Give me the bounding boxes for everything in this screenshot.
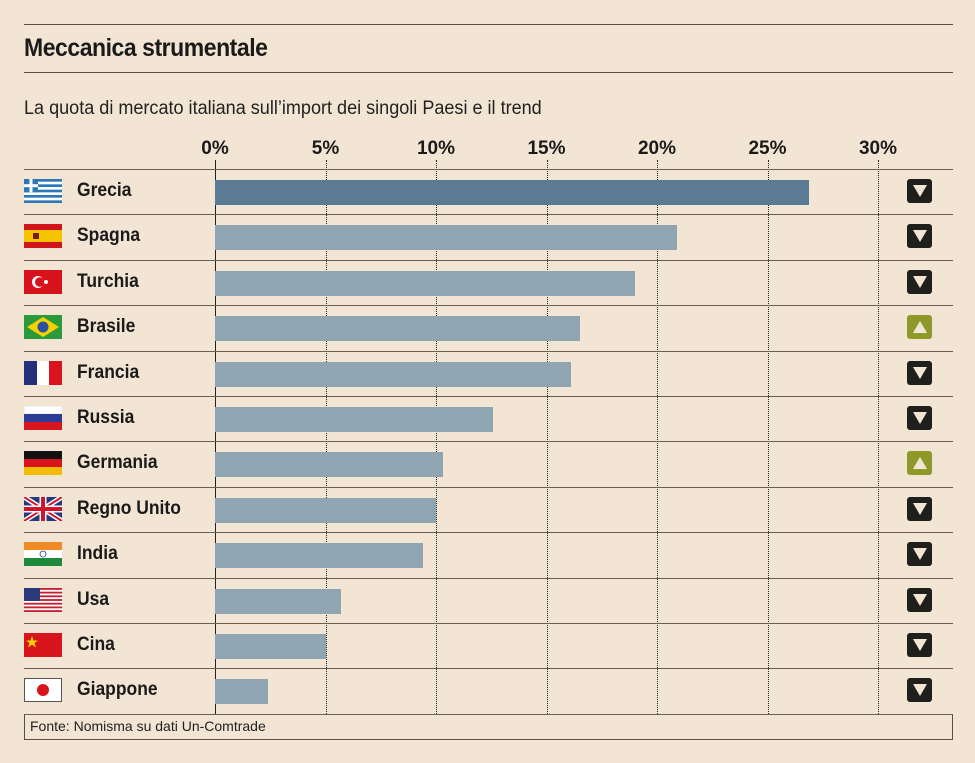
bar-regno-unito (215, 498, 436, 523)
trend-down-icon (907, 497, 932, 521)
bar-india (215, 543, 423, 568)
japan-flag (24, 678, 62, 702)
bar-germania (215, 452, 443, 477)
trend-down-icon (907, 633, 932, 657)
row-divider (24, 714, 953, 715)
row-divider (24, 351, 953, 352)
trend-down-icon (907, 224, 932, 248)
country-label: Grecia (77, 180, 132, 201)
trend-down-icon (907, 678, 932, 702)
germany-flag (24, 451, 62, 475)
trend-down-icon (907, 361, 932, 385)
country-label: Turchia (77, 271, 139, 292)
row-divider (24, 487, 953, 488)
trend-down-icon (907, 588, 932, 612)
gridline (767, 160, 769, 714)
country-label: Regno Unito (77, 498, 181, 519)
gridline (657, 160, 658, 714)
tick-label: 0% (201, 138, 229, 159)
bar-usa (215, 589, 341, 614)
row-divider (24, 578, 953, 579)
tick-label: 5% (311, 138, 340, 159)
brazil-flag (24, 315, 62, 339)
spain-flag (24, 224, 62, 248)
turkey-flag (24, 270, 62, 294)
row-divider (24, 623, 953, 624)
gridline (878, 160, 879, 714)
india-flag (24, 542, 62, 566)
france-flag (24, 361, 62, 385)
greece-flag (24, 179, 62, 203)
chart-subtitle: La quota di mercato italiana sull’import… (24, 98, 542, 119)
source-box (24, 714, 953, 740)
country-label: Giappone (77, 679, 158, 700)
tick-label: 20% (637, 138, 677, 159)
china-flag (24, 633, 62, 657)
row-divider (24, 532, 953, 533)
russia-flag (23, 405, 63, 430)
trend-down-icon (907, 542, 932, 566)
gridline (546, 160, 548, 714)
row-divider (24, 260, 953, 261)
country-label: Usa (77, 589, 110, 610)
x-axis-zero-line (215, 160, 216, 714)
bar-brasile (215, 316, 580, 341)
tick-label: 15% (527, 138, 566, 159)
bar-francia (215, 362, 571, 387)
country-label: Spagna (77, 225, 141, 246)
bar-grecia (215, 180, 810, 205)
country-label: Cina (77, 634, 115, 655)
country-label: Francia (77, 362, 140, 383)
row-divider (24, 305, 953, 306)
title-rule (24, 72, 953, 73)
bar-giappone (215, 679, 269, 704)
row-divider (24, 441, 953, 442)
bar-cina (215, 634, 326, 659)
row-divider (24, 668, 953, 669)
tick-label: 10% (416, 138, 456, 159)
tick-label: 25% (748, 138, 787, 159)
trend-down-icon (907, 406, 932, 430)
trend-up-icon (907, 315, 932, 339)
row-divider (24, 396, 953, 397)
bar-spagna (215, 225, 677, 250)
usa-flag (24, 588, 62, 612)
source-note: Fonte: Nomisma su dati Un-Comtrade (30, 718, 266, 734)
row-divider (24, 214, 953, 215)
gridline (436, 160, 437, 714)
country-label: Russia (77, 407, 135, 428)
top-rule (24, 24, 953, 25)
country-label: Germania (77, 452, 158, 473)
bar-russia (215, 407, 494, 432)
bar-turchia (215, 271, 635, 296)
trend-up-icon (907, 451, 932, 475)
trend-down-icon (907, 179, 932, 203)
chart-title: Meccanica strumentale (24, 34, 268, 62)
country-label: Brasile (77, 316, 136, 337)
country-label: India (77, 543, 118, 564)
gridline (325, 160, 327, 714)
tick-label: 30% (858, 138, 898, 159)
uk-flag (22, 494, 64, 524)
row-divider (24, 169, 953, 170)
trend-down-icon (907, 270, 932, 294)
